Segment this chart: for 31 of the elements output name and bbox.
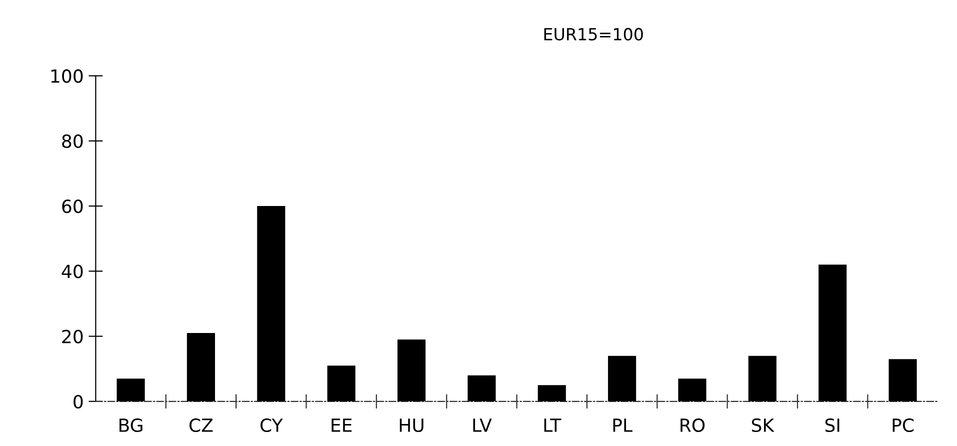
x-tick-label: LT xyxy=(544,418,562,432)
x-tick-label: SK xyxy=(752,418,774,432)
bar xyxy=(468,375,496,402)
bar xyxy=(608,356,636,402)
bar xyxy=(538,385,566,402)
y-tick-label: 40 xyxy=(62,264,83,278)
y-tick-label: 0 xyxy=(74,394,83,409)
bar xyxy=(257,206,286,402)
bar xyxy=(678,378,706,402)
y-tick-label: 80 xyxy=(62,134,83,148)
x-tick-label: CZ xyxy=(189,418,213,432)
bar xyxy=(397,340,426,402)
y-tick-label: 20 xyxy=(62,330,83,344)
chart-title: EUR15=100 xyxy=(544,28,643,41)
x-tick-label: PC xyxy=(892,418,914,432)
y-tick-label: 100 xyxy=(51,69,83,83)
x-tick-label: PL xyxy=(613,418,632,432)
bar xyxy=(888,359,917,402)
x-tick-label: SI xyxy=(825,418,840,432)
bar xyxy=(186,333,216,402)
x-tick-label: LV xyxy=(473,418,492,432)
x-tick-label: EE xyxy=(332,418,352,432)
x-tick-label: HU xyxy=(400,418,424,432)
x-tick-label: RO xyxy=(680,418,705,432)
bar xyxy=(116,378,145,402)
bar xyxy=(818,264,847,402)
x-tick-label: CY xyxy=(260,418,283,432)
bar xyxy=(327,366,356,402)
y-tick-label: 60 xyxy=(62,200,83,214)
bar xyxy=(748,356,776,402)
x-tick-label: BG xyxy=(120,418,142,432)
